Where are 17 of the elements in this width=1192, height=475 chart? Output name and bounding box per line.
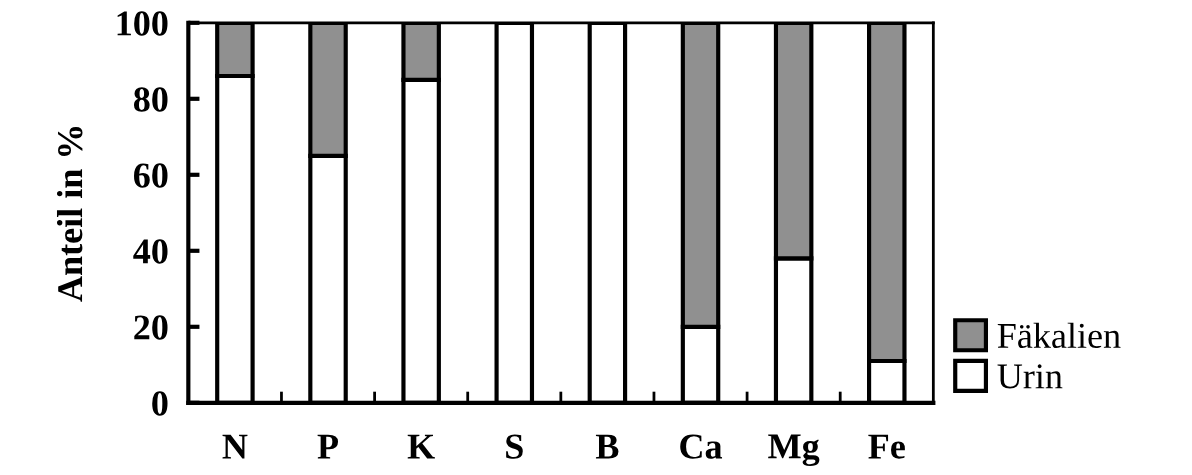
- x-tick-label: N: [222, 434, 248, 459]
- legend-label: Urin: [997, 364, 1063, 389]
- y-axis-title: Anteil in %: [56, 126, 83, 302]
- y-tick-label: 60: [134, 163, 168, 188]
- x-tick-label: Mg: [768, 434, 820, 467]
- x-tick-label: S: [506, 434, 523, 459]
- x-tick-label: K: [407, 434, 435, 459]
- legend-label: Fäkalien: [997, 322, 1121, 349]
- y-tick-label: 0: [152, 391, 168, 416]
- y-tick-label: 80: [133, 87, 168, 112]
- x-tick-label: P: [317, 434, 339, 459]
- x-tick-label: B: [595, 434, 619, 459]
- x-tick-label: Ca: [680, 434, 723, 459]
- x-tick-label: Fe: [868, 434, 905, 459]
- y-tick-label: 20: [134, 315, 168, 340]
- y-tick-label: 40: [133, 239, 168, 264]
- y-tick-label: 100: [117, 11, 168, 36]
